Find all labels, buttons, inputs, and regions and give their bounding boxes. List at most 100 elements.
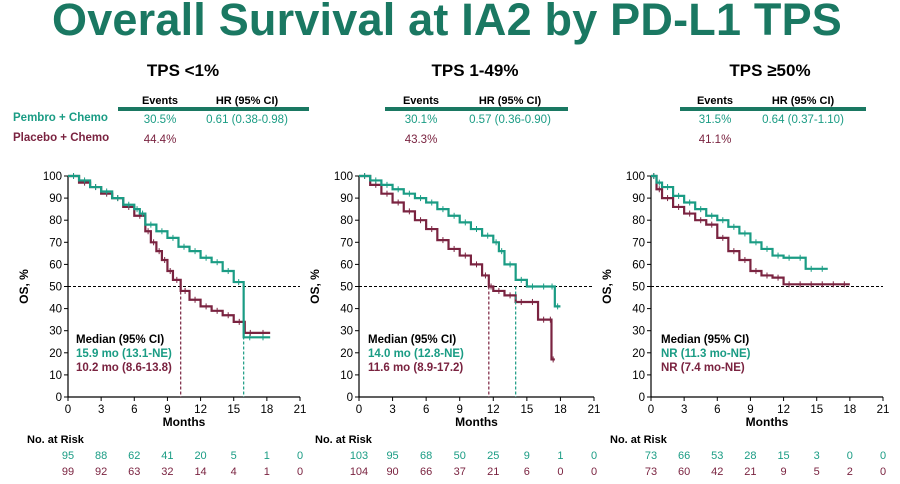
y-tick-label: 30 [49,326,62,338]
y-tick-label: 40 [49,304,62,316]
y-tick-label: 80 [632,215,645,227]
at-risk-pembro: 0 [591,450,597,462]
y-tick-label: 30 [632,326,645,338]
at-risk-placebo: 5 [814,466,820,478]
y-tick-label: 40 [632,304,645,316]
page-title: Overall Survival at IA2 by PD-L1 TPS [52,0,842,45]
y-tick-label: 100 [43,171,62,183]
at-risk-placebo: 6 [524,466,530,478]
y-tick-label: 50 [49,282,62,294]
x-tick-label: 0 [356,404,362,416]
risk-header: No. at Risk [315,434,373,446]
km-curve-placebo [651,174,850,286]
at-risk-placebo: 37 [454,466,466,478]
y-tick-label: 90 [632,193,645,205]
at-risk-pembro: 1 [264,450,270,462]
at-risk-pembro: 28 [744,450,756,462]
median-pembro: 15.9 mo (13.1-NE) [76,348,172,360]
y-tick-label: 0 [56,392,62,404]
y-tick-label: 100 [334,171,353,183]
hr-value: 0.61 (0.38-0.98) [206,114,288,126]
at-risk-pembro: 103 [350,450,368,462]
at-risk-placebo: 42 [711,466,723,478]
at-risk-placebo: 60 [678,466,690,478]
events-pembro: 30.5% [144,114,177,126]
legend-placebo-label: Placebo + Chemo [13,132,110,144]
y-tick-label: 20 [340,348,353,360]
at-risk-pembro: 95 [386,450,398,462]
chart-panel-3: TPS ≥50% Events HR (95% CI) 31.5% 0.64 (0.37… [600,61,889,478]
y-tick-label: 70 [340,237,353,249]
at-risk-placebo: 32 [161,466,173,478]
y-tick-label: 10 [49,370,62,382]
x-tick-label: 21 [588,404,601,416]
at-risk-pembro: 3 [814,450,820,462]
events-pembro: 31.5% [699,114,732,126]
events-placebo: 44.4% [144,134,177,146]
at-risk-placebo: 4 [231,466,237,478]
at-risk-placebo: 99 [62,466,74,478]
panel-title: TPS ≥50% [729,61,810,80]
x-axis-label: Months [163,415,206,429]
x-tick-label: 15 [227,404,240,416]
y-tick-label: 0 [347,392,353,404]
at-risk-placebo: 0 [557,466,563,478]
y-tick-label: 80 [49,215,62,227]
median-header: Median (95% CI) [661,334,749,346]
y-tick-label: 10 [340,370,353,382]
y-tick-label: 60 [632,259,645,271]
chart-panel-2: TPS 1-49% Events HR (95% CI) 30.1% 0.57 (0.3… [308,61,600,478]
km-curve-placebo [68,174,271,335]
at-risk-placebo: 14 [194,466,206,478]
x-tick-label: 9 [164,404,170,416]
risk-header: No. at Risk [27,434,85,446]
at-risk-placebo: 104 [350,466,368,478]
y-axis-label: OS, % [308,269,322,304]
median-placebo: 11.6 mo (8.9-17.2) [368,362,463,374]
median-header: Median (95% CI) [368,334,456,346]
events-pembro: 30.1% [405,114,438,126]
x-tick-label: 6 [423,404,429,416]
at-risk-pembro: 25 [487,450,499,462]
x-tick-label: 18 [260,404,273,416]
x-tick-label: 12 [777,404,790,416]
x-tick-label: 6 [714,404,720,416]
y-tick-label: 20 [632,348,645,360]
at-risk-placebo: 0 [297,466,303,478]
x-tick-label: 12 [194,404,207,416]
x-axis-label: Months [746,415,789,429]
at-risk-placebo: 21 [744,466,756,478]
hr-value: 0.64 (0.37-1.10) [762,114,844,126]
at-risk-pembro: 68 [420,450,432,462]
median-pembro: 14.0 mo (12.8-NE) [368,348,464,360]
x-tick-label: 12 [487,404,500,416]
hr-header: HR (95% CI) [772,95,835,107]
at-risk-pembro: 53 [711,450,723,462]
hr-header: HR (95% CI) [216,95,279,107]
risk-header: No. at Risk [610,434,668,446]
events-header: Events [697,95,733,107]
y-tick-label: 80 [340,215,353,227]
x-tick-label: 9 [457,404,463,416]
at-risk-pembro: 1 [557,450,563,462]
km-curve-placebo [359,174,555,361]
y-tick-label: 30 [340,326,353,338]
events-placebo: 43.3% [405,134,438,146]
at-risk-pembro: 62 [128,450,140,462]
at-risk-placebo: 92 [95,466,107,478]
at-risk-pembro: 50 [454,450,466,462]
panel-title: TPS <1% [147,61,219,80]
hr-value: 0.57 (0.36-0.90) [469,114,551,126]
x-tick-label: 3 [389,404,395,416]
y-tick-label: 100 [626,171,645,183]
x-tick-label: 0 [648,404,654,416]
at-risk-pembro: 41 [161,450,173,462]
at-risk-placebo: 66 [420,466,432,478]
x-tick-label: 21 [294,404,307,416]
x-axis-label: Months [455,415,498,429]
x-tick-label: 21 [877,404,890,416]
y-tick-label: 40 [340,304,353,316]
median-pembro: NR (11.3 mo-NE) [661,348,751,360]
at-risk-placebo: 90 [386,466,398,478]
